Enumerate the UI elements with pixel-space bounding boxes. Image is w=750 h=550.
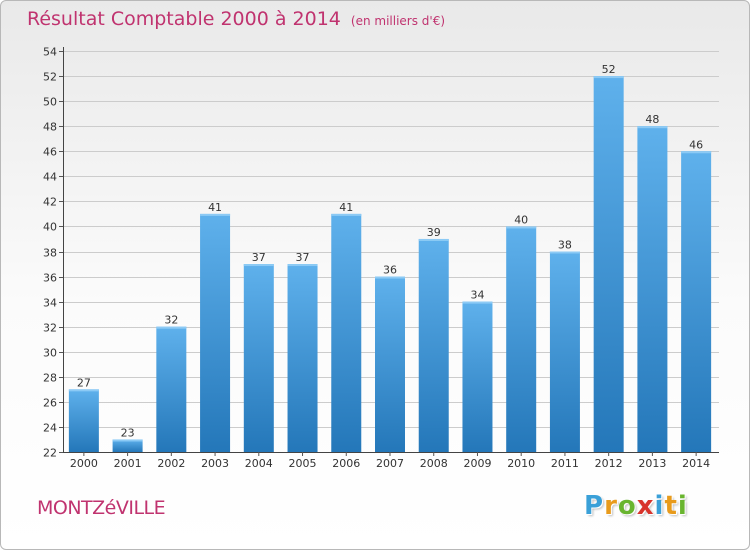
y-tick-label: 44: [43, 171, 57, 184]
bar-2011: [549, 251, 580, 452]
bar-highlight-2014: [681, 151, 712, 154]
bar-highlight-2013: [637, 126, 668, 129]
value-label: 27: [77, 376, 91, 389]
logo-letter: o: [617, 491, 637, 521]
bar-2005: [287, 264, 318, 452]
bar-highlight-2000: [68, 389, 99, 392]
x-tick-label: 2001: [114, 457, 142, 470]
y-tick-label: 26: [43, 397, 57, 410]
y-tick-label: 38: [43, 247, 57, 260]
x-tick-label: 2010: [507, 457, 535, 470]
value-label: 36: [383, 264, 397, 277]
value-label: 52: [602, 63, 616, 76]
bar-2010: [506, 226, 537, 452]
y-tick-label: 30: [43, 347, 57, 360]
bar-highlight-2006: [331, 213, 362, 216]
value-label: 46: [689, 138, 703, 151]
value-label: 34: [470, 289, 484, 302]
y-tick-label: 22: [43, 447, 57, 460]
bar-2000: [68, 389, 99, 452]
y-tick-label: 54: [43, 46, 57, 59]
chart-title: Résultat Comptable 2000 à 2014: [27, 8, 341, 30]
y-tick-label: 40: [43, 221, 57, 234]
bar-highlight-2012: [593, 76, 624, 79]
x-tick-label: 2007: [376, 457, 404, 470]
x-tick-label: 2002: [157, 457, 185, 470]
y-tick-label: 50: [43, 96, 57, 109]
bar-2013: [637, 126, 668, 452]
logo-letter: i: [677, 491, 688, 521]
logo-letter: P: [584, 491, 605, 521]
y-tick-label: 46: [43, 146, 57, 159]
bars: [68, 76, 712, 452]
y-tick-label: 48: [43, 121, 57, 134]
x-tick-label: 2005: [289, 457, 317, 470]
y-tick-label: 42: [43, 196, 57, 209]
axes: 22 24 26 28 30 32 34 36 38 40 42 44 46 48 50 52 54 2000 20…: [43, 46, 719, 470]
bar-highlight-2001: [112, 439, 143, 442]
bar-highlight-2004: [243, 264, 274, 267]
value-label: 41: [339, 201, 353, 214]
y-tick-label: 34: [43, 297, 57, 310]
x-tick-label: 2008: [420, 457, 448, 470]
y-tick-label: 24: [43, 422, 57, 435]
x-tick-label: 2000: [70, 457, 98, 470]
value-label: 40: [514, 213, 528, 226]
y-tick-label: 32: [43, 322, 57, 335]
x-tick-label: 2014: [682, 457, 710, 470]
bar-highlight-2008: [418, 238, 449, 241]
value-label: 23: [121, 426, 135, 439]
bar-2012: [593, 76, 624, 452]
proxiti-logo: Proxiti: [584, 491, 688, 521]
bar-highlight-2010: [506, 226, 537, 229]
value-label: 37: [252, 251, 266, 264]
bar-2007: [375, 276, 405, 452]
x-tick-label: 2006: [332, 457, 360, 470]
bar-2003: [200, 213, 231, 452]
value-label: 41: [208, 201, 222, 214]
bar-highlight-2009: [462, 301, 493, 304]
logo-letter: t: [664, 491, 678, 521]
logo-letter: i: [654, 491, 665, 521]
y-tick-label: 28: [43, 372, 57, 385]
x-tick-label: 2012: [595, 457, 623, 470]
bar-2008: [418, 238, 449, 452]
x-tick-label: 2003: [201, 457, 229, 470]
x-tick-label: 2009: [463, 457, 491, 470]
value-label: 39: [427, 226, 441, 239]
chart-title-block: Résultat Comptable 2000 à 2014 (en millie…: [27, 8, 445, 30]
bar-2004: [243, 264, 274, 452]
bar-2009: [462, 301, 493, 452]
bar-2001: [112, 439, 143, 452]
x-tick-label: 2011: [551, 457, 579, 470]
chart-unit: (en milliers d'€): [350, 14, 446, 28]
bar-2006: [331, 213, 362, 452]
bar-highlight-2011: [549, 251, 580, 254]
y-tick-label: 52: [43, 71, 57, 84]
commune-name: MONTZéVILLE: [37, 497, 166, 519]
data-labels: 27 23 32 41 37 37 41 36 39 34 40 38 52 48 46: [77, 63, 703, 439]
bar-highlight-2003: [200, 213, 231, 216]
value-label: 38: [558, 239, 572, 252]
value-label: 32: [164, 314, 178, 327]
bar-highlight-2005: [287, 264, 318, 267]
x-tick-label: 2004: [245, 457, 273, 470]
value-label: 48: [645, 113, 659, 126]
logo-letter: x: [636, 491, 655, 521]
bar-highlight-2007: [375, 276, 405, 279]
bar-2002: [156, 326, 187, 452]
y-tick-label: 36: [43, 272, 57, 285]
value-label: 37: [296, 251, 310, 264]
logo-letter: r: [604, 491, 618, 521]
bar-highlight-2002: [156, 326, 187, 329]
x-tick-label: 2013: [638, 457, 666, 470]
bar-2014: [681, 151, 712, 452]
